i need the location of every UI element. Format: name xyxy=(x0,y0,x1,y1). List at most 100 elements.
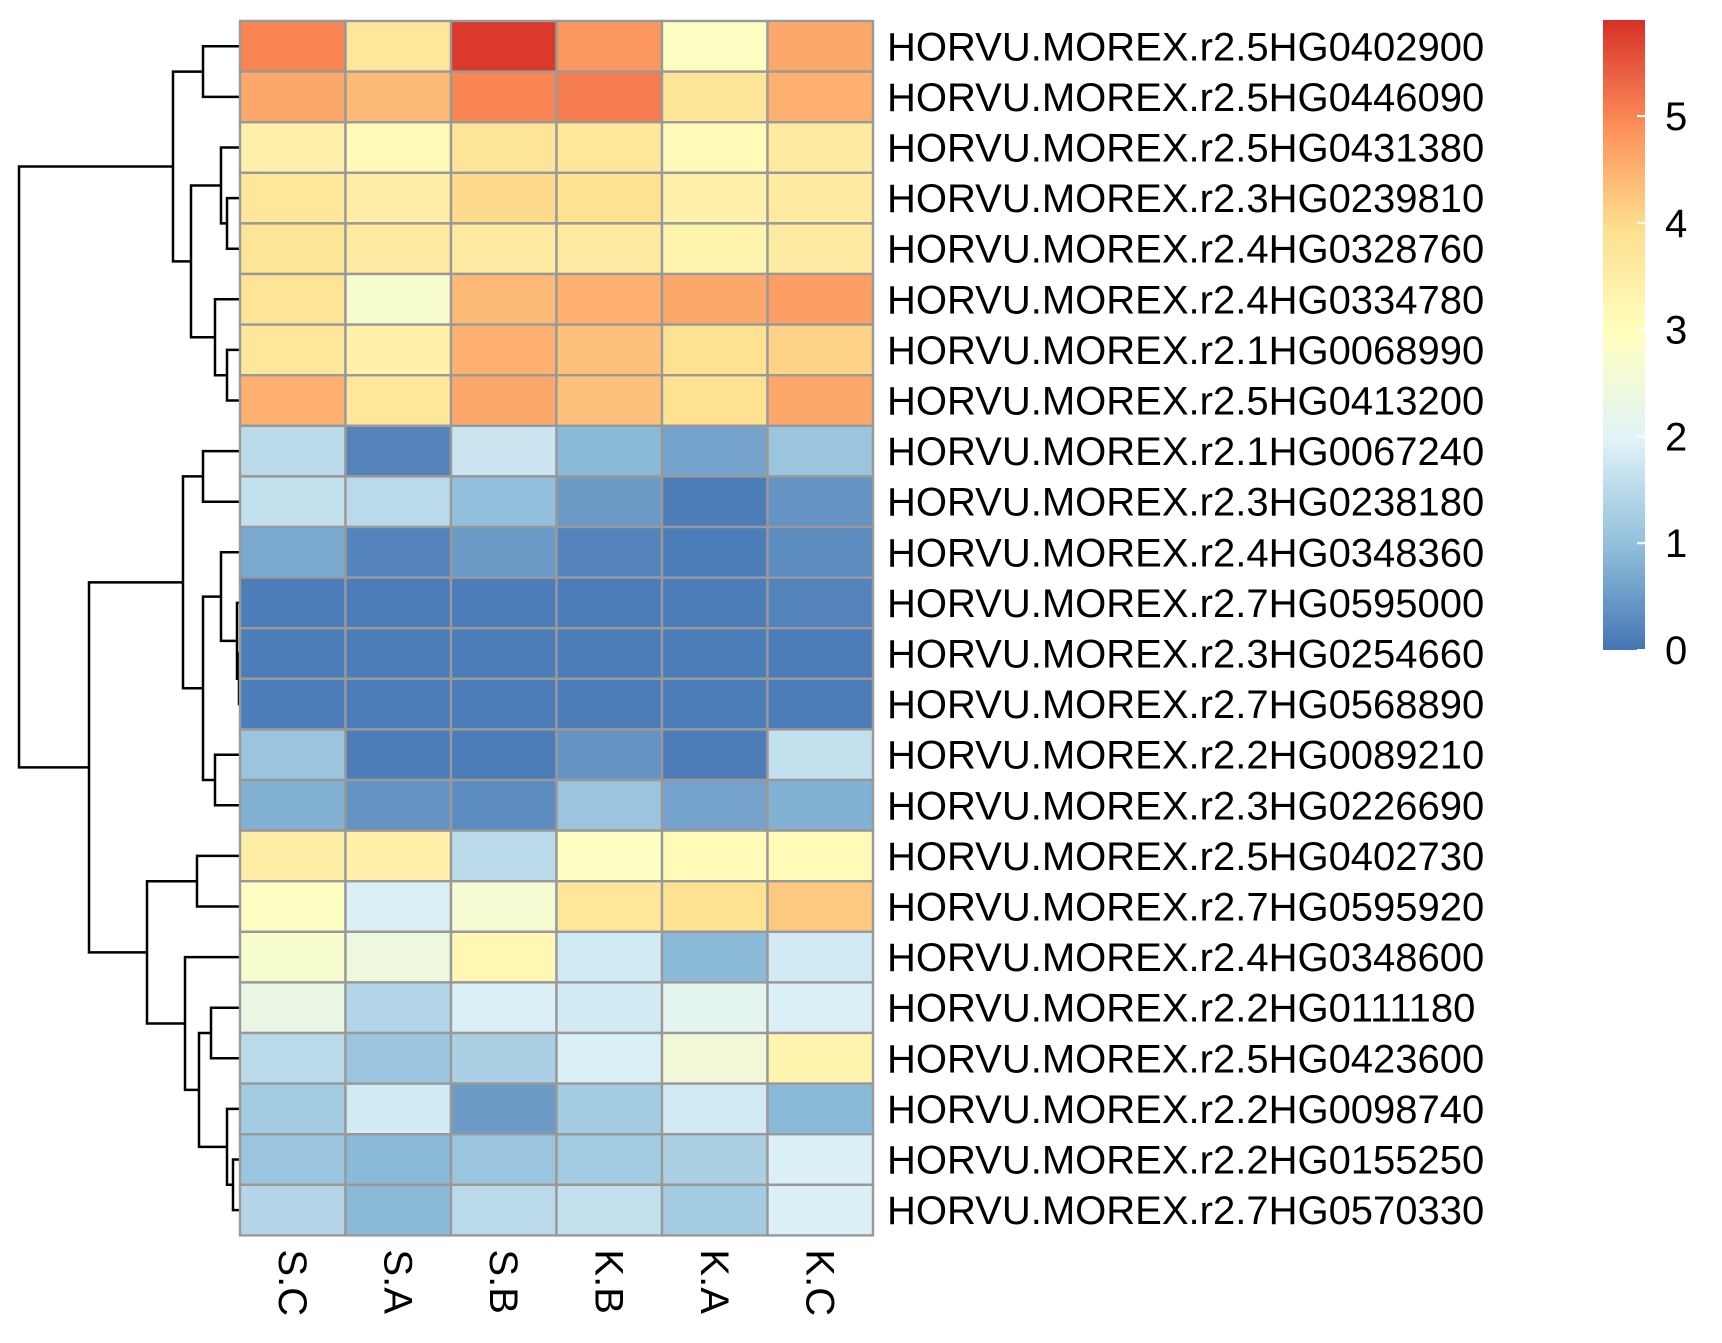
heatmap-cell xyxy=(449,475,558,529)
heatmap-cell xyxy=(555,1031,664,1085)
heatmap-cell xyxy=(660,525,769,579)
heatmap-cell xyxy=(344,19,453,73)
heatmap-cell xyxy=(660,1183,769,1237)
heatmap-cell xyxy=(660,880,769,934)
heatmap-cell xyxy=(555,677,664,731)
dendrogram-branch xyxy=(171,70,203,263)
dendrogram-branch xyxy=(201,595,221,782)
row-label: HORVU.MOREX.r2.5HG0402900 xyxy=(887,25,1484,69)
heatmap-cell xyxy=(660,1031,769,1085)
row-label: HORVU.MOREX.r2.3HG0239810 xyxy=(887,177,1484,221)
dendrogram-branch xyxy=(225,348,240,402)
heatmap-cell xyxy=(238,424,347,478)
heatmap-cell xyxy=(449,930,558,984)
row-label: HORVU.MOREX.r2.1HG0068990 xyxy=(887,329,1484,373)
dendrogram-branch xyxy=(219,146,240,225)
column-label: S.B xyxy=(481,1249,525,1313)
heatmap-cell xyxy=(660,728,769,782)
heatmap-cell xyxy=(238,880,347,934)
heatmap-cell xyxy=(344,930,453,984)
row-label: HORVU.MOREX.r2.3HG0238180 xyxy=(887,481,1484,525)
heatmap-cell xyxy=(555,627,664,681)
heatmap-cell xyxy=(766,70,875,124)
heatmap-cell xyxy=(660,930,769,984)
column-label: K.C xyxy=(797,1249,841,1316)
heatmap-cell xyxy=(660,222,769,276)
heatmap-cell xyxy=(766,677,875,731)
heatmap-cell xyxy=(555,424,664,478)
heatmap-cell xyxy=(766,424,875,478)
heatmap-cell xyxy=(555,930,664,984)
heatmap-cell xyxy=(449,1031,558,1085)
legend-tick-label: 4 xyxy=(1665,202,1687,246)
row-label: HORVU.MOREX.r2.5HG0431380 xyxy=(887,127,1484,171)
dendrogram-branch xyxy=(195,854,240,908)
heatmap-cell xyxy=(449,19,558,73)
heatmap-cell xyxy=(766,880,875,934)
heatmap-cell xyxy=(766,930,875,984)
heatmap-cell xyxy=(238,70,347,124)
heatmap-cell xyxy=(449,728,558,782)
heatmap-cell xyxy=(449,424,558,478)
heatmap-cell xyxy=(449,323,558,377)
heatmap-cell xyxy=(660,1132,769,1186)
heatmap-cell xyxy=(766,19,875,73)
heatmap-cell xyxy=(766,525,875,579)
heatmap-cell xyxy=(344,627,453,681)
heatmap-cell xyxy=(238,19,347,73)
heatmap-cell xyxy=(766,576,875,630)
heatmap-cell xyxy=(344,222,453,276)
heatmap-cell xyxy=(449,1082,558,1136)
row-label: HORVU.MOREX.r2.5HG0423600 xyxy=(887,1037,1484,1081)
heatmap-cell xyxy=(344,829,453,883)
heatmap-cell xyxy=(344,981,453,1035)
row-label: HORVU.MOREX.r2.7HG0568890 xyxy=(887,683,1484,727)
heatmap-cell xyxy=(449,120,558,174)
heatmap-cell xyxy=(449,222,558,276)
heatmap-cell xyxy=(344,475,453,529)
heatmap-cell xyxy=(449,778,558,832)
heatmap-cell xyxy=(766,171,875,225)
heatmap-cell xyxy=(449,829,558,883)
heatmap-cell xyxy=(344,424,453,478)
heatmap-cell xyxy=(555,272,664,326)
heatmap-cell xyxy=(660,374,769,428)
heatmap-cell xyxy=(238,627,347,681)
heatmap-cell xyxy=(238,778,347,832)
heatmap-cell xyxy=(449,1183,558,1237)
legend-tick-label: 1 xyxy=(1665,522,1687,566)
heatmap-cell xyxy=(449,880,558,934)
row-labels: HORVU.MOREX.r2.5HG0402900 HORVU.MOREX.r2.… xyxy=(887,25,1484,1233)
row-label: HORVU.MOREX.r2.2HG0098740 xyxy=(887,1088,1484,1132)
heatmap-cell xyxy=(238,475,347,529)
legend-color-bar xyxy=(1603,20,1645,650)
row-dendrogram xyxy=(17,45,241,1212)
heatmap-cell xyxy=(555,829,664,883)
heatmap-cell xyxy=(766,627,875,681)
heatmap-cell xyxy=(555,728,664,782)
heatmap-cell xyxy=(238,171,347,225)
heatmap-cell xyxy=(766,374,875,428)
heatmap-cell xyxy=(660,627,769,681)
heatmap-cell xyxy=(555,323,664,377)
heatmap-cell xyxy=(238,1132,347,1186)
heatmap-cell xyxy=(766,475,875,529)
dendrogram-branch xyxy=(201,449,240,503)
heatmap-cell xyxy=(344,1132,453,1186)
heatmap-cell xyxy=(344,1183,453,1237)
dendrogram-branch xyxy=(201,45,240,99)
heatmap-cell xyxy=(766,981,875,1035)
heatmap-cell xyxy=(344,272,453,326)
heatmap-cell xyxy=(766,1183,875,1237)
heatmap-cell xyxy=(660,778,769,832)
dendrogram-branch xyxy=(197,1031,227,1149)
heatmap-cell xyxy=(660,475,769,529)
heatmap-cell xyxy=(238,323,347,377)
column-label: K.A xyxy=(692,1249,736,1314)
column-label: S.A xyxy=(375,1249,419,1314)
heatmap-cell xyxy=(555,1132,664,1186)
heatmap-cell xyxy=(766,1082,875,1136)
heatmap-cell xyxy=(238,222,347,276)
row-label: HORVU.MOREX.r2.2HG0089210 xyxy=(887,734,1484,778)
dendrogram-branch xyxy=(181,475,203,690)
